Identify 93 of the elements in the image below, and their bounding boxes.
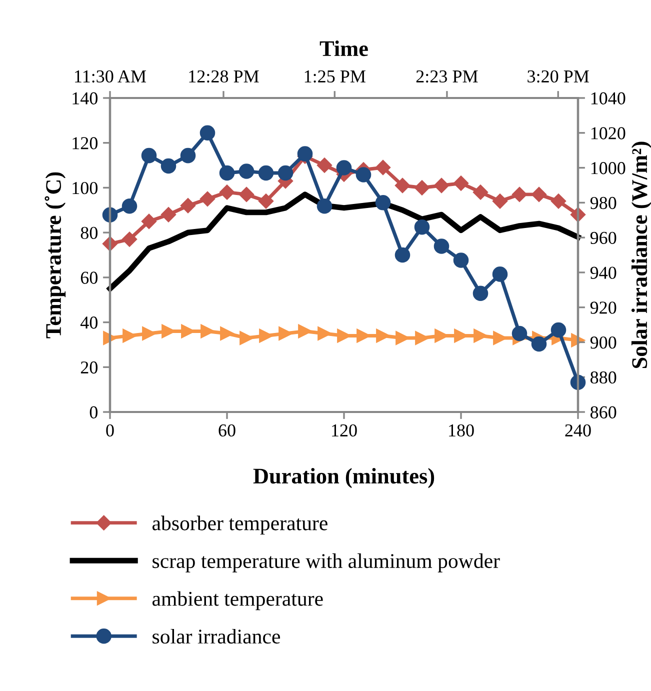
point xyxy=(414,219,430,235)
point xyxy=(200,125,216,141)
legend-label: absorber temperature xyxy=(152,516,328,535)
point xyxy=(375,195,391,210)
point xyxy=(219,184,235,200)
point xyxy=(396,331,410,345)
y-tick-label: 120 xyxy=(72,137,98,150)
y-tick-label: 40 xyxy=(80,316,98,329)
x2-tick-label: 1:25 PM xyxy=(304,70,366,83)
x-axis-title: Duration (minutes) xyxy=(253,468,434,488)
y-tick-label: 80 xyxy=(80,226,98,240)
y2-tick-label: 880 xyxy=(590,371,616,384)
point xyxy=(394,178,410,194)
point xyxy=(103,331,117,345)
point xyxy=(278,326,292,340)
point xyxy=(141,148,157,164)
x2-tick-label: 3:20 PM xyxy=(528,70,589,83)
point xyxy=(493,331,507,345)
point xyxy=(297,146,313,162)
point xyxy=(298,324,312,338)
point xyxy=(318,326,332,340)
x2-tick-label: 12:28 PM xyxy=(189,70,259,83)
point xyxy=(531,186,547,202)
point xyxy=(550,322,566,338)
y2-tick-label: 1020 xyxy=(591,127,626,140)
point xyxy=(414,180,430,196)
x2-tick-label: 2:23 PM xyxy=(416,70,478,83)
point xyxy=(278,165,294,181)
point xyxy=(316,198,332,214)
point xyxy=(238,186,254,202)
point xyxy=(316,158,332,173)
y-tick-label: 0 xyxy=(90,406,98,418)
y-tick-label: 100 xyxy=(72,182,98,194)
point xyxy=(434,238,450,254)
point xyxy=(434,178,450,194)
y2-tick-label: 960 xyxy=(590,232,616,244)
point xyxy=(531,336,547,352)
point xyxy=(160,207,176,222)
y2-tick-label: 860 xyxy=(590,406,616,418)
y-tick-label: 60 xyxy=(80,272,98,284)
y2-tick-label: 980 xyxy=(590,196,616,210)
point xyxy=(122,198,138,214)
x-tick-label: 180 xyxy=(449,424,474,437)
point xyxy=(141,214,157,229)
y-tick-label: 140 xyxy=(72,92,98,104)
x-tick-label: 60 xyxy=(218,424,236,437)
x2-tick-label: 11:30 AM xyxy=(75,70,146,83)
point xyxy=(512,326,528,342)
point xyxy=(453,176,469,191)
point xyxy=(258,165,274,181)
point xyxy=(453,252,469,268)
point xyxy=(240,331,254,345)
legend-label: scrap temperature with aluminum powder xyxy=(152,553,500,572)
x-tick-label: 240 xyxy=(565,424,591,437)
point xyxy=(394,247,410,263)
point xyxy=(472,286,488,302)
point xyxy=(160,158,176,174)
point xyxy=(512,186,528,202)
x-tick-label: 0 xyxy=(106,424,114,437)
y2-tick-label: 940 xyxy=(590,266,616,279)
point xyxy=(571,333,585,348)
legend-label: ambient temperature xyxy=(152,591,323,610)
point xyxy=(376,328,390,343)
point xyxy=(180,148,196,164)
point xyxy=(200,324,214,338)
point xyxy=(474,328,488,343)
point xyxy=(492,194,508,209)
point xyxy=(122,232,138,247)
point xyxy=(220,326,234,340)
point xyxy=(200,191,216,206)
point xyxy=(238,164,254,179)
point xyxy=(356,167,372,182)
legend-label: solar irradiance xyxy=(152,628,280,644)
y2-tick-label: 1000 xyxy=(591,162,626,174)
y2-tick-label: 900 xyxy=(590,336,616,349)
point xyxy=(492,266,508,282)
point xyxy=(219,165,235,181)
y2-tick-label: 1040 xyxy=(591,92,626,104)
y-axis-title: Temperature (˚C) xyxy=(44,172,66,338)
point xyxy=(336,160,352,176)
y-tick-label: 20 xyxy=(80,361,98,374)
chart-title: Time xyxy=(320,40,368,56)
point xyxy=(415,331,429,345)
point xyxy=(122,328,136,343)
point xyxy=(259,328,273,343)
point xyxy=(180,198,196,214)
point xyxy=(375,160,391,176)
y2-tick-label: 920 xyxy=(590,302,616,314)
point xyxy=(142,326,156,340)
point xyxy=(258,194,274,209)
point xyxy=(472,184,488,200)
point xyxy=(550,194,566,209)
x-tick-label: 120 xyxy=(332,424,357,437)
